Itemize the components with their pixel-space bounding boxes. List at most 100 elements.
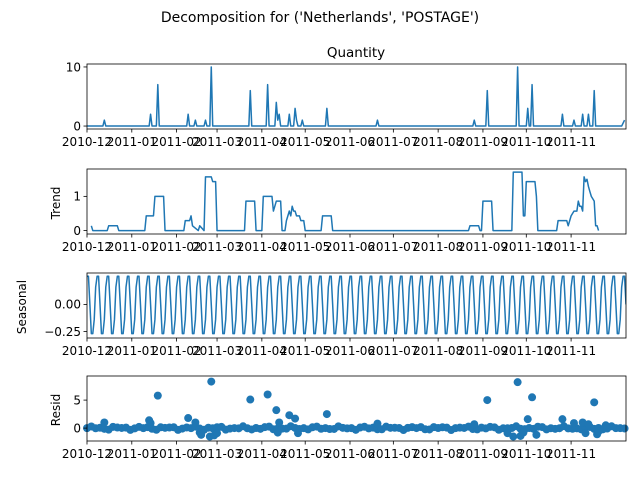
seasonal-xtick-label: 2011-08: [413, 344, 463, 358]
seasonal-xtick-label: 2011-03: [192, 344, 242, 358]
resid-point: [590, 398, 599, 407]
trend-xtick-label: 2011-06: [325, 240, 375, 254]
seasonal-xtick-label: 2011-10: [501, 344, 551, 358]
observed-xtick-label: 2011-08: [413, 135, 463, 149]
observed-xtick-label: 2011-10: [501, 135, 551, 149]
resid-point: [620, 424, 629, 433]
resid-xtick-label: 2011-09: [458, 447, 508, 461]
ylabel-trend: Trend: [49, 187, 63, 221]
observed-xtick-label: 2011-11: [546, 135, 596, 149]
resid-point: [100, 418, 109, 427]
seasonal-axes-frame: [86, 272, 627, 339]
trend-xtick-label: 2011-09: [458, 240, 508, 254]
resid-point: [291, 414, 300, 423]
trend-xtick-label: 2011-01: [107, 240, 157, 254]
seasonal-ytick-label: 0.00: [54, 298, 81, 312]
resid-xtick-label: 2011-07: [368, 447, 418, 461]
resid-point: [293, 429, 302, 438]
trend-xtick-label: 2011-04: [237, 240, 287, 254]
resid-point: [246, 395, 255, 404]
trend-xtick-label: 2011-10: [501, 240, 551, 254]
seasonal-xtick-label: 2010-12: [62, 344, 112, 358]
seasonal-ytick-label: −0.25: [44, 325, 81, 339]
seasonal-series-line: [87, 275, 626, 335]
resid-point: [532, 430, 541, 439]
resid-xtick-label: 2011-03: [192, 447, 242, 461]
resid-point: [191, 418, 200, 427]
resid-point: [273, 428, 282, 437]
resid-point: [275, 418, 284, 427]
resid-xtick-label: 2011-05: [280, 447, 330, 461]
resid-point: [272, 406, 281, 415]
trend-xtick-label: 2011-11: [546, 240, 596, 254]
trend-xtick-label: 2011-02: [152, 240, 202, 254]
resid-point: [322, 410, 331, 419]
trend-series-line: [90, 171, 600, 232]
resid-point: [503, 429, 512, 438]
resid-point: [581, 429, 590, 438]
trend-ytick-label: 1: [73, 190, 81, 204]
observed-xtick-label: 2011-07: [368, 135, 418, 149]
resid-point: [569, 419, 578, 428]
resid-axes-frame: [86, 375, 627, 442]
resid-point: [523, 415, 532, 424]
resid-point: [285, 411, 294, 420]
trend-xtick-label: 2011-07: [368, 240, 418, 254]
panel-observed: Quantity 0 10 2010-122011-012011-022011-03…: [62, 45, 627, 149]
trend-axes-frame: [86, 168, 627, 235]
resid-xtick-label: 2011-04: [237, 447, 287, 461]
resid-point: [153, 391, 162, 400]
seasonal-xtick-label: 2011-05: [280, 344, 330, 358]
panel-resid: Resid 052010-122011-012011-022011-032011…: [49, 375, 629, 461]
seasonal-xtick-label: 2011-11: [546, 344, 596, 358]
resid-point: [509, 432, 518, 441]
resid-xtick-label: 2011-08: [413, 447, 463, 461]
seasonal-xtick-label: 2011-02: [152, 344, 202, 358]
observed-xtick-label: 2011-01: [107, 135, 157, 149]
observed-xtick-label: 2011-06: [325, 135, 375, 149]
resid-point: [470, 420, 479, 429]
resid-point: [197, 430, 206, 439]
resid-xtick-label: 2011-01: [107, 447, 157, 461]
resid-point: [207, 377, 216, 386]
seasonal-xtick-label: 2011-01: [107, 344, 157, 358]
observed-ytick-label: 0: [73, 119, 81, 133]
resid-point: [558, 415, 567, 424]
resid-point: [528, 393, 537, 402]
observed-ytick-label: 10: [66, 60, 81, 74]
resid-point: [513, 378, 522, 387]
observed-xtick-label: 2011-05: [280, 135, 330, 149]
observed-axes-frame: [86, 63, 627, 130]
seasonal-xtick-label: 2011-06: [325, 344, 375, 358]
resid-xtick-label: 2011-06: [325, 447, 375, 461]
resid-point: [601, 421, 610, 430]
observed-xtick-label: 2010-12: [62, 135, 112, 149]
resid-xtick-label: 2011-10: [501, 447, 551, 461]
resid-ytick-label: 5: [73, 393, 81, 407]
resid-point: [213, 429, 222, 438]
resid-xtick-label: 2011-02: [152, 447, 202, 461]
resid-xtick-label: 2010-12: [62, 447, 112, 461]
panel-trend: Trend 012010-122011-012011-022011-032011…: [49, 168, 627, 254]
resid-point: [483, 396, 492, 405]
trend-xtick-label: 2011-05: [280, 240, 330, 254]
resid-point: [519, 428, 528, 437]
observed-xtick-label: 2011-02: [152, 135, 202, 149]
ylabel-resid: Resid: [49, 394, 63, 426]
resid-point: [584, 420, 593, 429]
seasonal-xtick-label: 2011-07: [368, 344, 418, 358]
resid-point: [184, 414, 193, 423]
resid-point: [263, 390, 272, 399]
trend-ytick-label: 0: [73, 224, 81, 238]
panel-seasonal: Seasonal 0.00−0.252010-122011-012011-022…: [15, 272, 627, 358]
trend-xtick-label: 2011-08: [413, 240, 463, 254]
trend-xtick-label: 2010-12: [62, 240, 112, 254]
chart-suptitle: Decomposition for ('Netherlands', 'POSTA…: [161, 10, 479, 26]
resid-point: [373, 419, 382, 428]
resid-point: [594, 427, 603, 436]
observed-xtick-label: 2011-09: [458, 135, 508, 149]
observed-series-line: [87, 66, 626, 127]
seasonal-xtick-label: 2011-04: [237, 344, 287, 358]
trend-xtick-label: 2011-03: [192, 240, 242, 254]
